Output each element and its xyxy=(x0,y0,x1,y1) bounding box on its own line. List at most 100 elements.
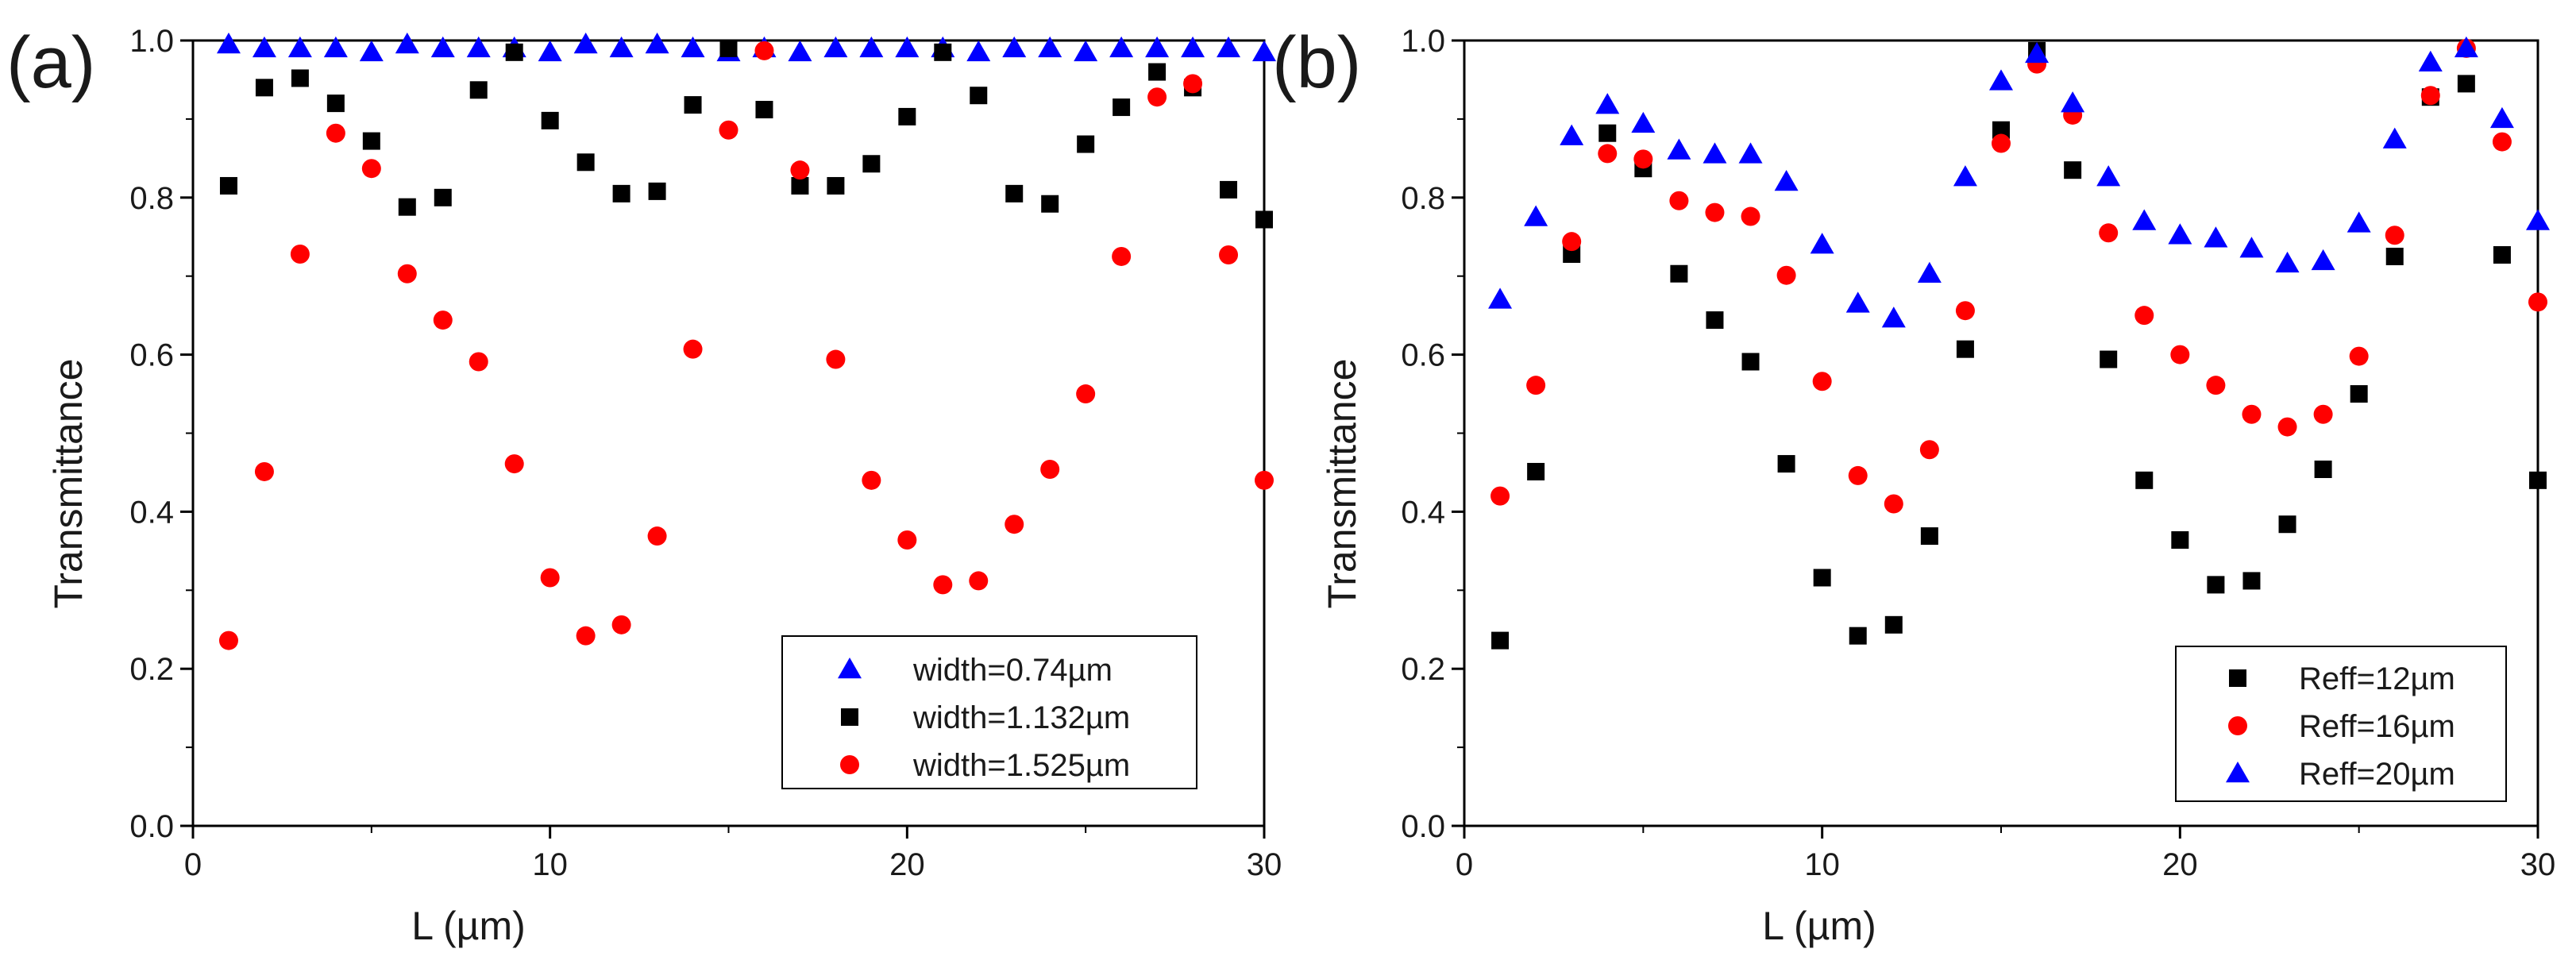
panel-a-series-0 xyxy=(216,32,1276,62)
panel-b-series-0-point xyxy=(1706,311,1724,330)
panel-a-series-1-point xyxy=(862,155,881,173)
panel-a-series-2-point xyxy=(326,123,345,143)
panel-a-series-2-point xyxy=(1219,245,1239,264)
panel-a-series-2-point xyxy=(719,120,738,140)
panel-b-series-2-point xyxy=(1488,287,1513,309)
panel-b-series-1-point xyxy=(1741,206,1760,226)
panel-b-legend-markers xyxy=(2226,669,2250,783)
panel-b-series-1-point xyxy=(2206,376,2226,395)
panel-b-x-axis-title: L (µm) xyxy=(1762,904,1876,948)
panel-a-series-1-point xyxy=(755,101,773,119)
panel-b-series-0-point xyxy=(1992,121,2010,139)
panel-a-series-1-point xyxy=(1005,184,1024,202)
panel-a-series-0-point xyxy=(1252,40,1276,62)
panel-b-series-2-point xyxy=(2061,91,2085,113)
panel-b-series-0-point xyxy=(1741,353,1760,371)
panel-a-series-2-point xyxy=(1005,515,1024,534)
panel-b-series-2-point xyxy=(2204,226,2228,248)
panel-a-series-2-point xyxy=(397,264,417,283)
panel-b-series-2-point xyxy=(2275,251,2300,273)
panel-b-legend-marker-1 xyxy=(2228,716,2247,735)
panel-a-series-1-point xyxy=(1220,180,1238,199)
panel-b-series-1-point xyxy=(1812,372,1832,391)
panel-a-series-0-point xyxy=(1181,36,1205,58)
panel-a-series-2-point xyxy=(611,615,631,634)
panel-b-series-2-point xyxy=(2168,223,2192,245)
panel-a-series-1-point xyxy=(970,87,988,105)
panel-b-series-0-point xyxy=(2350,385,2368,403)
panel-b-series-0-point xyxy=(1956,340,1974,358)
panel-b-series-1-point xyxy=(1705,202,1725,222)
panel-a-series-1-point xyxy=(1077,135,1095,153)
panel-b-series-1-point xyxy=(2349,346,2369,366)
panel-a-points xyxy=(216,32,1276,650)
panel-b-legend-label-1: Reff=16µm xyxy=(2299,709,2455,744)
panel-a-series-0-point xyxy=(323,36,348,58)
panel-a-series-1-point xyxy=(934,43,952,61)
panel-b-series-2-point xyxy=(1595,93,1620,114)
panel-a-series-0-point xyxy=(1002,36,1027,58)
panel-a-series-1-point xyxy=(719,39,738,57)
panel-a-series-1 xyxy=(219,39,1273,229)
panel-a-series-1-point xyxy=(541,111,559,129)
panel-a-x-tick-label: 20 xyxy=(889,847,925,882)
panel-a-series-2-point xyxy=(754,40,774,60)
panel-b-y-tick-label: 0.6 xyxy=(1401,338,1445,373)
panel-a-legend-label-1: width=1.132µm xyxy=(912,700,1130,735)
panel-a-legend-label-0: width=0.74µm xyxy=(912,653,1113,688)
panel-a-series-0-point xyxy=(895,36,920,58)
panel-a-x-tick-label: 10 xyxy=(532,847,568,882)
panel-a-legend: width=0.74µm width=1.132µm width=1.525µm xyxy=(781,635,1197,789)
panel-b-series-0-point xyxy=(2385,247,2404,265)
panel-b-series-2-point xyxy=(2418,50,2443,71)
panel-b-series-2-point xyxy=(2454,36,2478,58)
panel-a-y-tick-label: 0.8 xyxy=(129,181,174,216)
panel-a-series-2-point xyxy=(504,454,524,474)
panel-a-series-1-point xyxy=(1113,98,1131,117)
panel-a-series-0-point xyxy=(1038,36,1062,58)
panel-b-series-2-point xyxy=(2526,209,2550,230)
panel-b-series-1-point xyxy=(1884,494,1903,514)
panel-a-series-2-point xyxy=(1255,470,1274,490)
panel-b-series-1-point xyxy=(2277,417,2297,437)
panel-b-series-2-point xyxy=(2311,249,2335,271)
panel-b-series-0 xyxy=(1491,41,2547,650)
panel-a-series-2-point xyxy=(540,568,560,588)
panel-a-series-0-point xyxy=(466,36,491,58)
panel-a-series-2-point xyxy=(218,631,238,650)
panel-a-series-0-point xyxy=(609,36,634,58)
panel-a-series-0-point xyxy=(1145,36,1170,58)
panel-a-series-1-point xyxy=(505,43,523,61)
panel-b-legend-marker-2 xyxy=(2226,762,2250,783)
panel-b-series-0-point xyxy=(1491,631,1510,650)
panel-a-series-1-point xyxy=(434,188,452,206)
panel-b-series-1-point xyxy=(2492,132,2512,152)
panel-b-series-0-point xyxy=(2278,515,2296,534)
panel-b-series-0-point xyxy=(1884,615,1903,634)
panel-a-y-tick-label: 0.6 xyxy=(129,338,174,373)
panel-a-series-2-point xyxy=(647,526,667,546)
panel-b-series-2-point xyxy=(1989,69,2013,91)
panel-a-series-2-point xyxy=(683,339,703,359)
panel-b-series-1-point xyxy=(2385,226,2404,245)
panel-b-label: (b) xyxy=(1272,22,1361,103)
panel-b-series-1-point xyxy=(2242,404,2262,424)
panel-a-series-1-point xyxy=(1255,210,1273,229)
panel-b-series-2-point xyxy=(1703,142,1727,164)
panel-b-series-1-point xyxy=(2528,292,2547,312)
panel-a-series-2-point xyxy=(862,470,881,490)
panel-a-series-0-point xyxy=(859,36,884,58)
panel-b-series-0-point xyxy=(2314,460,2332,478)
panel-b-series-2-point xyxy=(2347,211,2371,233)
panel-a-series-0-point xyxy=(216,32,241,54)
panel-b-series-0-point xyxy=(2493,245,2511,264)
panel-b-legend-label-2: Reff=20µm xyxy=(2299,757,2455,792)
panel-b-series-0-point xyxy=(1849,627,1867,645)
panel-a-series-0-point xyxy=(788,40,812,62)
panel-b-series-0-point xyxy=(2064,161,2082,179)
panel-a-series-1-point xyxy=(291,69,309,87)
panel-a-series-1-point xyxy=(684,96,702,114)
panel-b-y-axis-title: Transmittance xyxy=(1320,359,1364,609)
panel-a-series-2-point xyxy=(469,352,488,372)
